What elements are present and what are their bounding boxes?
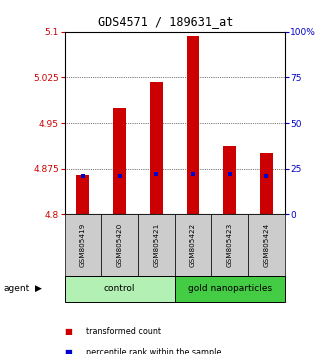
Text: percentile rank within the sample: percentile rank within the sample [86, 348, 221, 354]
Bar [113, 108, 126, 214]
Text: ■: ■ [65, 327, 72, 336]
Text: GSM805423: GSM805423 [227, 223, 233, 267]
Bar [175, 214, 211, 276]
Text: GSM805424: GSM805424 [263, 223, 269, 267]
Text: GSM805419: GSM805419 [80, 223, 86, 267]
Text: GSM805421: GSM805421 [153, 223, 159, 267]
Text: GDS4571 / 189631_at: GDS4571 / 189631_at [98, 15, 233, 28]
Bar [187, 36, 199, 214]
Text: transformed count: transformed count [86, 327, 161, 336]
Bar [223, 146, 236, 214]
Bar [138, 214, 175, 276]
Bar [211, 214, 248, 276]
Bar [175, 276, 285, 302]
Text: agent: agent [3, 284, 29, 293]
Bar [65, 214, 101, 276]
Text: ■: ■ [65, 348, 72, 354]
Bar [101, 214, 138, 276]
Text: GSM805422: GSM805422 [190, 223, 196, 267]
Text: ▶: ▶ [35, 284, 41, 293]
Text: control: control [104, 284, 135, 293]
Text: gold nanoparticles: gold nanoparticles [188, 284, 272, 293]
Bar [260, 153, 273, 214]
Bar [76, 175, 89, 214]
Bar [248, 214, 285, 276]
Bar [65, 276, 175, 302]
Bar [150, 82, 163, 214]
Text: GSM805420: GSM805420 [117, 223, 122, 267]
